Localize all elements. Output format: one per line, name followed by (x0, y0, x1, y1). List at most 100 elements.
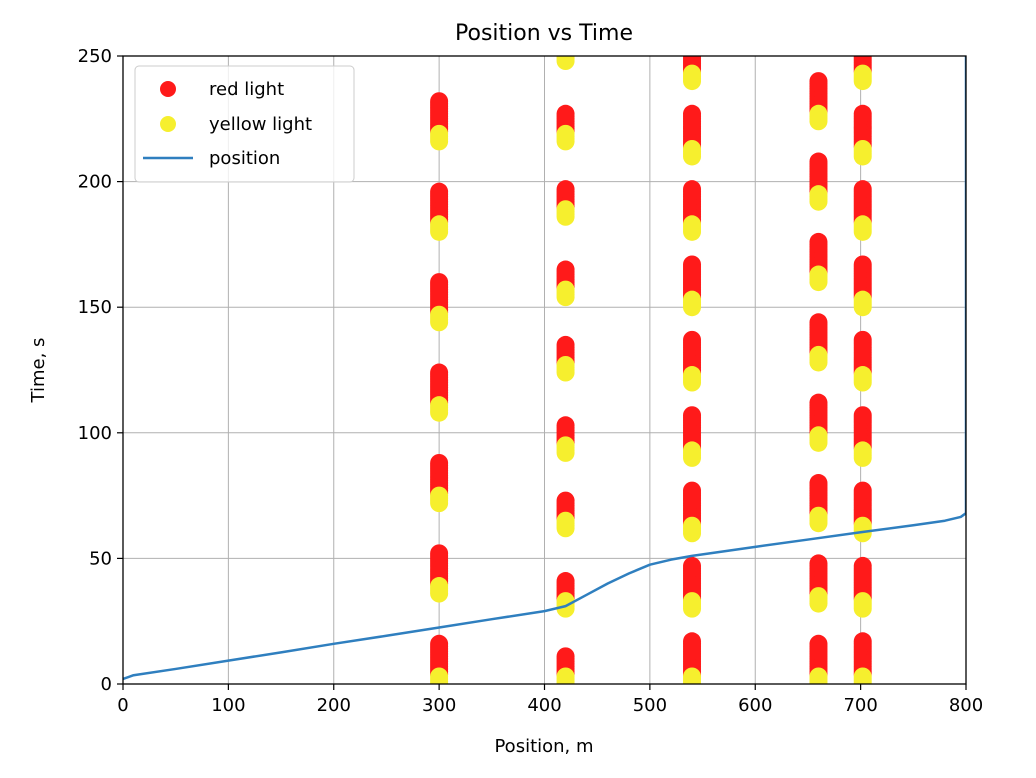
y-tick-label: 150 (78, 297, 112, 318)
yellow-light-marker (683, 592, 702, 611)
yellow-light-marker (683, 366, 702, 385)
traffic-light-markers (430, 56, 872, 684)
red-light-marker (809, 474, 828, 493)
yellow-light-marker (809, 667, 828, 684)
yellow-light-marker (853, 215, 872, 234)
yellow-light-marker (683, 139, 702, 158)
yellow-light-marker (683, 64, 702, 83)
red-light-marker (853, 104, 872, 123)
legend-red-light-marker (160, 81, 176, 97)
red-light-marker (556, 416, 575, 435)
red-light-marker (683, 406, 702, 425)
x-tick-label: 300 (422, 695, 456, 716)
red-light-marker (430, 92, 449, 111)
red-light-marker (683, 104, 702, 123)
red-light-marker (683, 255, 702, 274)
red-light-marker (853, 481, 872, 500)
yellow-light-marker (683, 290, 702, 309)
yellow-light-marker (430, 577, 449, 596)
y-axis-ticks: 0 50 100 150 200 250 (78, 46, 123, 695)
x-tick-label: 500 (633, 695, 667, 716)
yellow-light-marker (556, 592, 575, 611)
red-light-marker (556, 335, 575, 354)
yellow-light-marker (809, 506, 828, 525)
yellow-light-marker (430, 667, 449, 684)
y-tick-label: 250 (78, 46, 112, 67)
legend: red light yellow light position (134, 65, 355, 183)
yellow-light-marker (683, 516, 702, 535)
yellow-light-marker (430, 215, 449, 234)
red-light-marker (683, 481, 702, 500)
legend-yellow-light-label: yellow light (209, 114, 312, 135)
yellow-light-marker (430, 396, 449, 415)
red-light-marker (853, 632, 872, 651)
red-light-marker (853, 330, 872, 349)
yellow-light-marker (853, 139, 872, 158)
yellow-light-marker (809, 185, 828, 204)
x-tick-label: 700 (843, 695, 877, 716)
yellow-light-marker (556, 355, 575, 374)
x-tick-label: 100 (211, 695, 245, 716)
chart-title: Position vs Time (455, 21, 633, 46)
yellow-light-marker (809, 426, 828, 445)
yellow-light-marker (430, 305, 449, 324)
x-tick-label: 800 (949, 695, 983, 716)
yellow-light-marker (556, 124, 575, 143)
position-series (123, 56, 966, 681)
red-light-marker (809, 393, 828, 412)
yellow-light-marker (853, 667, 872, 684)
red-light-marker (556, 180, 575, 199)
x-tick-label: 200 (317, 695, 351, 716)
yellow-light-marker (809, 265, 828, 284)
red-light-marker (556, 572, 575, 591)
yellow-light-marker (556, 56, 575, 65)
yellow-light-marker (556, 280, 575, 299)
x-axis-label: Position, m (494, 736, 593, 757)
red-light-marker (853, 180, 872, 199)
red-light-marker (430, 634, 449, 653)
red-light-marker (853, 556, 872, 575)
yellow-light-marker (853, 441, 872, 460)
y-tick-label: 0 (101, 674, 112, 695)
legend-position-label: position (209, 148, 280, 169)
red-light-marker (430, 273, 449, 292)
yellow-light-marker (853, 366, 872, 385)
yellow-light-marker (556, 511, 575, 530)
red-light-marker (430, 544, 449, 563)
yellow-light-marker (556, 667, 575, 684)
red-light-marker (853, 56, 872, 65)
red-light-marker (430, 182, 449, 201)
yellow-light-marker (556, 200, 575, 219)
red-light-marker (853, 406, 872, 425)
yellow-light-marker (809, 104, 828, 123)
yellow-light-marker (853, 64, 872, 83)
red-light-marker (853, 255, 872, 274)
red-light-marker (809, 232, 828, 251)
yellow-light-marker (853, 290, 872, 309)
yellow-light-marker (853, 592, 872, 611)
y-tick-label: 200 (78, 172, 112, 193)
y-axis-label: Time, s (28, 338, 49, 404)
yellow-light-marker (809, 587, 828, 606)
legend-frame (134, 65, 355, 183)
red-light-marker (430, 363, 449, 382)
red-light-marker (556, 647, 575, 666)
x-tick-label: 0 (117, 695, 128, 716)
x-tick-label: 600 (738, 695, 772, 716)
x-axis-ticks: 0 100 200 300 400 500 600 700 800 (117, 684, 983, 716)
yellow-light-marker (683, 441, 702, 460)
red-light-marker (430, 453, 449, 472)
yellow-light-marker (556, 436, 575, 455)
red-light-marker (809, 72, 828, 91)
red-light-marker (809, 554, 828, 573)
red-light-marker (683, 180, 702, 199)
yellow-light-marker (683, 667, 702, 684)
red-light-marker (809, 313, 828, 332)
y-tick-label: 50 (89, 548, 112, 569)
red-light-marker (556, 260, 575, 279)
legend-yellow-light-marker (160, 116, 176, 132)
yellow-light-marker (430, 486, 449, 505)
red-light-marker (683, 632, 702, 651)
